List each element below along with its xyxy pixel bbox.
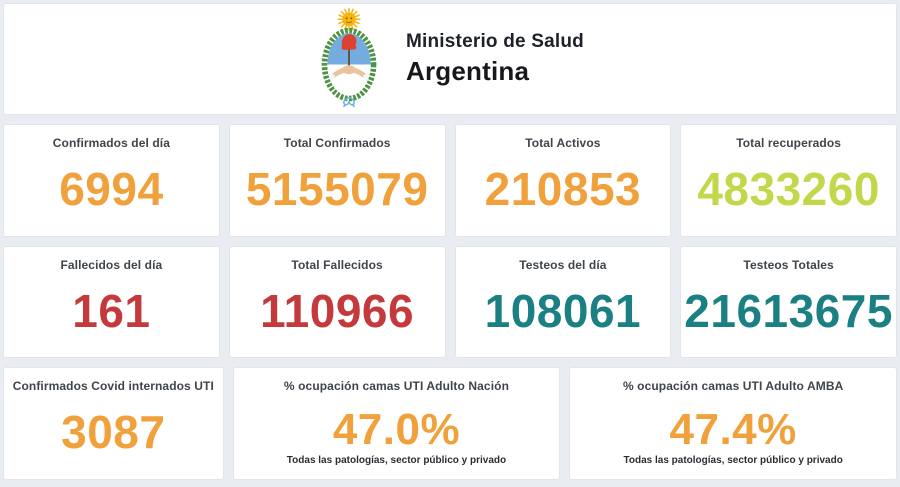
- stat-card-fallecidos-del-dia: Fallecidos del día 161: [3, 245, 220, 359]
- stats-row-3: Confirmados Covid internados UTI 3087 % …: [3, 367, 898, 481]
- stat-title: Total Confirmados: [283, 136, 391, 150]
- stat-title: % ocupación camas UTI Adulto Nación: [283, 379, 509, 394]
- stat-card-total-fallecidos: Total Fallecidos 110966: [228, 245, 446, 359]
- stat-title: % ocupación camas UTI Adulto AMBA: [622, 379, 844, 394]
- stats-row-2: Fallecidos del día 161 Total Fallecidos …: [3, 245, 897, 359]
- stat-value: 21613675: [684, 284, 893, 337]
- stat-title: Confirmados Covid internados UTI: [12, 379, 214, 394]
- stat-title: Testeos del día: [519, 257, 607, 272]
- stat-card-ocupacion-uti-nacion: % ocupación camas UTI Adulto Nación 47.0…: [232, 367, 561, 481]
- stat-card-total-recuperados: Total recuperados 4833260: [680, 124, 897, 237]
- header-panel: Ministerio de Salud Argentina: [3, 3, 897, 115]
- stat-title: Fallecidos del día: [60, 257, 163, 272]
- stat-card-confirmados-uti: Confirmados Covid internados UTI 3087: [3, 367, 224, 481]
- stat-subtitle: Todas las patologías, sector público y p…: [286, 454, 507, 466]
- stat-value: 161: [72, 284, 151, 337]
- stat-value: 3087: [61, 406, 166, 459]
- stat-value: 210853: [484, 163, 642, 216]
- stat-title: Testeos Totales: [743, 257, 834, 272]
- stat-value: 47.0%: [332, 404, 461, 454]
- stat-value: 110966: [260, 284, 415, 337]
- country-name: Argentina: [406, 56, 530, 86]
- stat-card-confirmados-del-dia: Confirmados del día 6994: [3, 124, 220, 237]
- stat-card-ocupacion-uti-amba: % ocupación camas UTI Adulto AMBA 47.4% …: [569, 367, 898, 481]
- stat-title: Total Activos: [525, 136, 601, 150]
- stat-value: 4833260: [697, 163, 880, 216]
- stat-value: 47.4%: [669, 404, 797, 454]
- stat-card-testeos-totales: Testeos Totales 21613675: [680, 245, 897, 359]
- stat-value: 5155079: [245, 163, 429, 216]
- stat-value: 6994: [59, 163, 164, 216]
- ministry-name: Ministerio de Salud: [406, 31, 584, 52]
- stat-title: Total Fallecidos: [291, 257, 383, 272]
- stat-subtitle: Todas las patologías, sector público y p…: [623, 454, 843, 466]
- stat-card-total-activos: Total Activos 210853: [454, 124, 672, 237]
- stat-card-testeos-del-dia: Testeos del día 108061: [454, 245, 672, 359]
- stat-card-total-confirmados: Total Confirmados 5155079: [228, 124, 446, 237]
- argentina-coat-of-arms-icon: [316, 7, 382, 112]
- header-title-block: Ministerio de Salud Argentina: [406, 31, 584, 87]
- stat-title: Total recuperados: [736, 136, 842, 150]
- stat-title: Confirmados del día: [52, 136, 170, 150]
- stats-row-1: Confirmados del día 6994 Total Confirmad…: [3, 124, 897, 237]
- stat-value: 108061: [484, 284, 642, 337]
